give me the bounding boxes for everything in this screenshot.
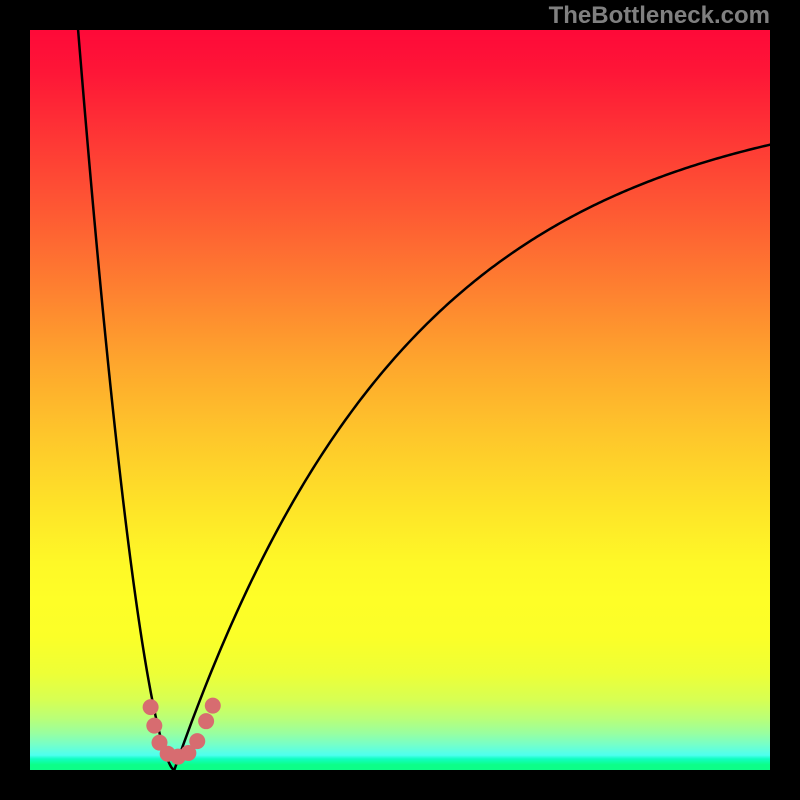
frame-right: [770, 0, 800, 800]
frame-bottom: [0, 770, 800, 800]
chart-svg: [30, 30, 770, 770]
valley-marker: [205, 698, 221, 714]
valley-marker: [198, 713, 214, 729]
frame-left: [0, 0, 30, 800]
bottleneck-curve: [78, 30, 174, 770]
plot-area: [30, 30, 770, 770]
watermark-text: TheBottleneck.com: [549, 2, 770, 30]
valley-marker: [143, 699, 159, 715]
valley-marker: [189, 733, 205, 749]
valley-marker: [146, 718, 162, 734]
bottleneck-curve: [174, 145, 770, 770]
